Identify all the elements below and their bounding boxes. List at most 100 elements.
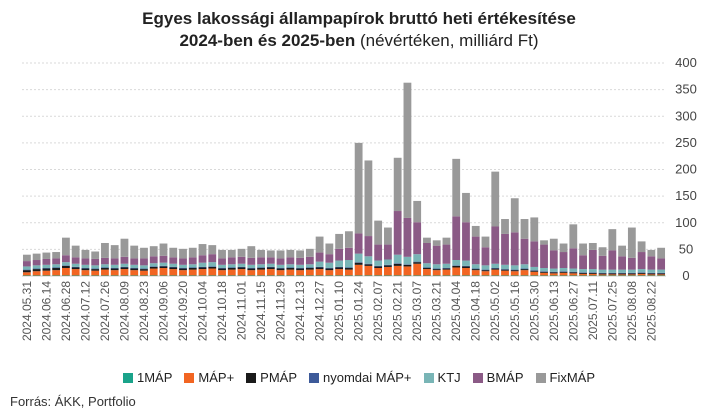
bar-segment [423, 242, 431, 264]
bar-stack [276, 250, 285, 276]
bar-stack [91, 251, 100, 276]
bar-segment [62, 255, 70, 263]
bar-stack [227, 249, 236, 276]
bar-segment [286, 267, 295, 269]
bar-segment [442, 269, 451, 276]
bar-segment [22, 272, 31, 276]
bar-segment [32, 269, 41, 272]
bar-segment [52, 275, 61, 276]
bar-segment [393, 275, 402, 276]
legend-item: MÁP+ [184, 370, 234, 385]
bar-segment [81, 258, 90, 265]
bar-stack [637, 241, 646, 276]
x-tick-label: 2024.07.12 [78, 281, 92, 341]
bar-stack [618, 245, 626, 276]
bar-segment [403, 264, 412, 267]
bar-stack [374, 220, 383, 276]
bar-segment [549, 272, 558, 274]
bar-segment [491, 226, 500, 264]
bar-segment [481, 269, 490, 271]
bar-segment [432, 275, 441, 276]
x-tick-label: 2025.01.10 [332, 281, 346, 341]
bar-segment [208, 266, 217, 267]
bar-segment [491, 269, 500, 276]
bar-stack [179, 248, 187, 276]
bar-segment [257, 268, 265, 270]
bar-segment [286, 269, 295, 276]
bars [22, 82, 666, 276]
bar-segment [491, 263, 500, 269]
bar-segment [325, 270, 334, 276]
bar-segment [335, 266, 344, 268]
bar-segment [462, 266, 470, 269]
bar-segment [354, 275, 363, 276]
bar-segment [247, 264, 256, 269]
bar-segment [71, 269, 80, 276]
bar-stack [569, 224, 578, 276]
bar-segment [227, 268, 236, 270]
bar-segment [501, 264, 509, 270]
bar-segment [130, 275, 139, 276]
bar-segment [179, 248, 187, 259]
bar-segment [384, 244, 392, 260]
bar-segment [305, 264, 314, 268]
bar-stack [452, 158, 461, 276]
bar-segment [305, 248, 314, 257]
bar-segment [266, 266, 275, 268]
x-tick-label: 2024.08.09 [117, 281, 131, 341]
bar-segment [501, 219, 509, 234]
bar-segment [598, 273, 607, 275]
bar-segment [120, 238, 129, 257]
bar-segment [276, 268, 285, 271]
bar-segment [101, 242, 109, 258]
bar-segment [588, 272, 597, 273]
bar-segment [198, 267, 207, 270]
bar-stack [540, 240, 548, 276]
bar-segment [110, 275, 119, 276]
bar-segment [481, 265, 490, 270]
bar-segment [559, 243, 568, 253]
bar-stack [305, 248, 314, 276]
x-tick-label: 2025.05.16 [508, 281, 522, 341]
bar-segment [432, 264, 441, 269]
bar-segment [637, 269, 646, 273]
bar-segment [413, 275, 422, 276]
bar-segment [62, 265, 70, 266]
bar-segment [71, 245, 80, 258]
bar-segment [608, 269, 617, 273]
bar-segment [91, 251, 100, 259]
bar-segment [81, 275, 90, 276]
bar-stack [140, 247, 148, 276]
bar-segment [91, 270, 100, 276]
bar-segment [305, 256, 314, 265]
bar-stack [218, 249, 226, 276]
bar-segment [257, 257, 265, 265]
x-tick-label: 2024.09.06 [156, 281, 170, 341]
bar-segment [286, 257, 295, 265]
bar-segment [442, 268, 451, 270]
bar-segment [491, 268, 500, 269]
bar-segment [384, 264, 392, 266]
bar-segment [374, 220, 383, 245]
bar-segment [559, 252, 568, 269]
bar-segment [42, 264, 51, 269]
bar-segment [354, 262, 363, 263]
bar-segment [413, 261, 422, 263]
bar-segment [159, 266, 168, 269]
bar-segment [276, 270, 285, 276]
bar-segment [579, 275, 587, 276]
bar-segment [647, 273, 656, 275]
bar-segment [471, 236, 480, 265]
bar-segment [120, 275, 129, 276]
bar-segment [657, 273, 666, 275]
bar-segment [403, 275, 412, 276]
bar-segment [149, 263, 158, 267]
title-line-2-bold: 2024-ben és 2025-ben [179, 31, 356, 50]
bar-segment [520, 269, 529, 271]
bar-segment [120, 269, 129, 276]
bar-segment [257, 249, 265, 258]
bar-segment [325, 243, 334, 255]
bar-segment [618, 273, 626, 275]
bar-segment [462, 275, 470, 276]
legend-swatch [246, 373, 257, 383]
